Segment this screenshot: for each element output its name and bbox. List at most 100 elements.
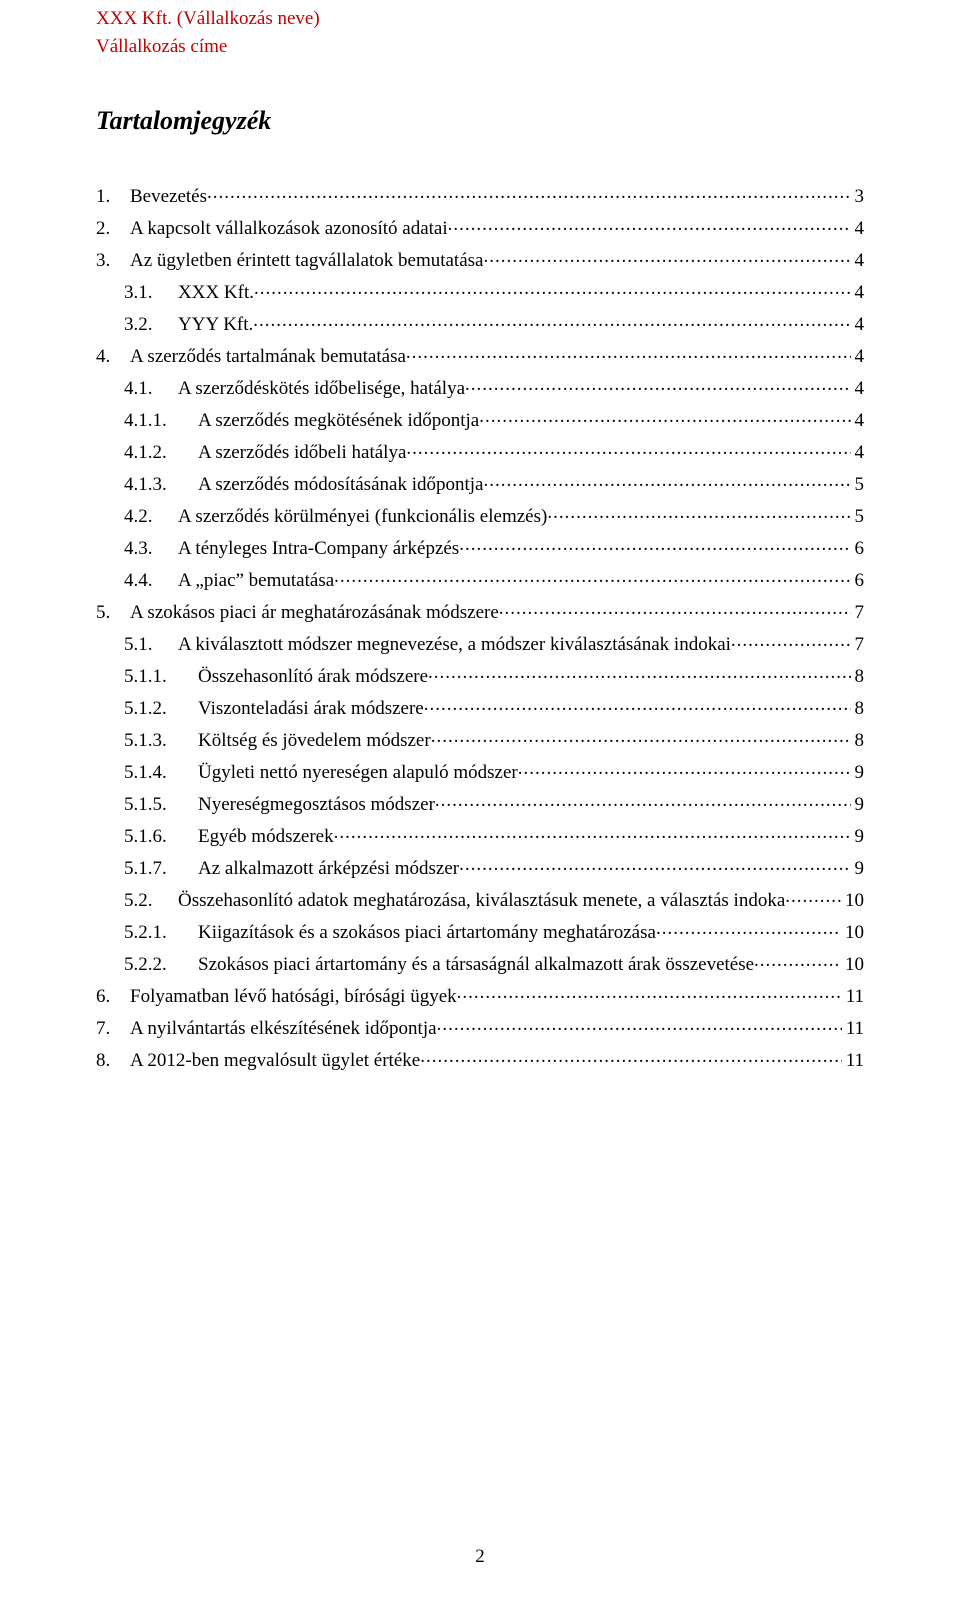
toc-leader-dots	[435, 791, 851, 810]
toc-entry-number: 3.1.	[124, 283, 178, 302]
toc-entry-label: Az ügyletben érintett tagvállalatok bemu…	[130, 251, 483, 270]
toc-entry: 4.4.A „piac” bemutatása 6	[96, 562, 864, 594]
toc-entry-number: 5.1.	[124, 635, 178, 654]
toc-entry-label: Összehasonlító adatok meghatározása, kiv…	[178, 891, 785, 910]
toc-entry: 8.A 2012-ben megvalósult ügylet értéke11	[96, 1042, 864, 1074]
toc-leader-dots	[334, 823, 851, 842]
toc-entry-number: 5.1.5.	[124, 795, 198, 814]
toc-entry-label: A szerződéskötés időbelisége, hatálya	[178, 379, 465, 398]
toc-entry-page: 8	[851, 667, 865, 686]
toc-leader-dots	[754, 951, 841, 970]
toc-entry: 5.2.Összehasonlító adatok meghatározása,…	[96, 882, 864, 914]
toc-entry-label: Költség és jövedelem módszer	[198, 731, 431, 750]
toc-entry-label: XXX Kft.	[178, 283, 254, 302]
toc-entry-page: 4	[851, 411, 865, 430]
toc-entry-label: Bevezetés	[130, 187, 207, 206]
toc-entry-label: A „piac” bemutatása	[178, 571, 334, 590]
toc-entry-page: 5	[851, 475, 865, 494]
toc-leader-dots	[518, 759, 851, 778]
toc-leader-dots	[731, 631, 851, 650]
toc-leader-dots	[406, 439, 850, 458]
toc-entry: 5.1.4.Ügyleti nettó nyereségen alapuló m…	[96, 754, 864, 786]
toc-entry-number: 4.1.	[124, 379, 178, 398]
toc-entry-number: 4.4.	[124, 571, 178, 590]
toc-entry-page: 11	[842, 1051, 864, 1070]
toc-entry: 3.2.YYY Kft.4	[96, 306, 864, 338]
toc-entry: 7.A nyilvántartás elkészítésének időpont…	[96, 1010, 864, 1042]
toc-entry: 5.2.2.Szokásos piaci ártartomány és a tá…	[96, 946, 864, 978]
toc-entry-page: 4	[851, 347, 865, 366]
toc-leader-dots	[207, 183, 850, 202]
toc-entry-number: 5.1.4.	[124, 763, 198, 782]
toc-entry-label: YYY Kft.	[178, 315, 253, 334]
toc-leader-dots	[459, 535, 850, 554]
toc-entry-page: 3	[851, 187, 865, 206]
toc-entry-label: Szokásos piaci ártartomány és a társaság…	[198, 955, 754, 974]
toc-entry: 4.1.3.A szerződés módosításának időpontj…	[96, 466, 864, 498]
toc-entry: 4.1.1.A szerződés megkötésének időpontja…	[96, 402, 864, 434]
toc-leader-dots	[785, 887, 841, 906]
toc-entry-label: Összehasonlító árak módszere	[198, 667, 428, 686]
toc-entry-number: 5.2.2.	[124, 955, 198, 974]
toc-entry: 5.1.5.Nyereségmegosztásos módszer9	[96, 786, 864, 818]
document-page: XXX Kft. (Vállalkozás neve) Vállalkozás …	[0, 0, 960, 1608]
toc-entry-number: 5.1.6.	[124, 827, 198, 846]
toc-entry-page: 4	[851, 283, 865, 302]
toc-leader-dots	[479, 407, 850, 426]
toc-entry-label: A szerződés megkötésének időpontja	[198, 411, 479, 430]
toc-entry-page: 9	[851, 827, 865, 846]
toc-entry-page: 5	[851, 507, 865, 526]
toc-entry-label: Folyamatban lévő hatósági, bírósági ügye…	[130, 987, 457, 1006]
toc-entry-number: 5.	[96, 603, 130, 622]
toc-entry: 4.3.A tényleges Intra-Company árképzés 6	[96, 530, 864, 562]
toc-entry-page: 9	[851, 859, 865, 878]
toc-entry: 5.1.1.Összehasonlító árak módszere8	[96, 658, 864, 690]
toc-entry-label: A szerződés módosításának időpontja	[198, 475, 483, 494]
toc-leader-dots	[431, 727, 851, 746]
toc-entry-number: 4.2.	[124, 507, 178, 526]
toc-entry: 3.1.XXX Kft. 4	[96, 274, 864, 306]
table-of-contents: 1.Bevezetés 3 2.A kapcsolt vállalkozások a…	[96, 178, 864, 1074]
toc-leader-dots	[499, 599, 851, 618]
toc-entry-label: A tényleges Intra-Company árképzés	[178, 539, 459, 558]
toc-leader-dots	[254, 279, 851, 298]
toc-entry-page: 7	[851, 603, 865, 622]
toc-entry-label: A szerződés időbeli hatálya	[198, 443, 406, 462]
toc-entry-page: 6	[851, 539, 865, 558]
toc-entry-label: A kiválasztott módszer megnevezése, a mó…	[178, 635, 731, 654]
toc-entry-page: 10	[841, 923, 864, 942]
toc-leader-dots	[483, 471, 850, 490]
toc-leader-dots	[428, 663, 850, 682]
toc-entry-label: A szerződés körülményei (funkcionális el…	[178, 507, 547, 526]
toc-title: Tartalomjegyzék	[96, 106, 864, 136]
toc-entry-page: 6	[851, 571, 865, 590]
toc-entry-number: 4.1.1.	[124, 411, 198, 430]
toc-leader-dots	[424, 695, 851, 714]
toc-entry: 4.A szerződés tartalmának bemutatása4	[96, 338, 864, 370]
toc-entry-number: 5.1.7.	[124, 859, 198, 878]
toc-entry: 2.A kapcsolt vállalkozások azonosító ada…	[96, 210, 864, 242]
toc-entry-number: 7.	[96, 1019, 130, 1038]
toc-entry-page: 9	[851, 795, 865, 814]
toc-leader-dots	[253, 311, 850, 330]
toc-leader-dots	[459, 855, 850, 874]
toc-entry-number: 4.	[96, 347, 130, 366]
toc-entry: 4.2.A szerződés körülményei (funkcionáli…	[96, 498, 864, 530]
toc-leader-dots	[547, 503, 850, 522]
toc-leader-dots	[334, 567, 850, 586]
toc-entry-label: A nyilvántartás elkészítésének időpontja	[130, 1019, 437, 1038]
toc-entry-number: 5.1.2.	[124, 699, 198, 718]
toc-leader-dots	[448, 215, 851, 234]
toc-entry: 5.1.A kiválasztott módszer megnevezése, …	[96, 626, 864, 658]
toc-leader-dots	[465, 375, 850, 394]
toc-entry-number: 4.3.	[124, 539, 178, 558]
toc-leader-dots	[483, 247, 850, 266]
toc-entry-number: 4.1.3.	[124, 475, 198, 494]
toc-entry: 4.1.2.A szerződés időbeli hatálya4	[96, 434, 864, 466]
toc-entry-page: 11	[842, 1019, 864, 1038]
toc-entry-number: 1.	[96, 187, 130, 206]
toc-entry-page: 4	[851, 251, 865, 270]
toc-entry: 5.2.1.Kiigazítások és a szokásos piaci á…	[96, 914, 864, 946]
toc-entry-page: 4	[851, 443, 865, 462]
toc-entry-number: 2.	[96, 219, 130, 238]
